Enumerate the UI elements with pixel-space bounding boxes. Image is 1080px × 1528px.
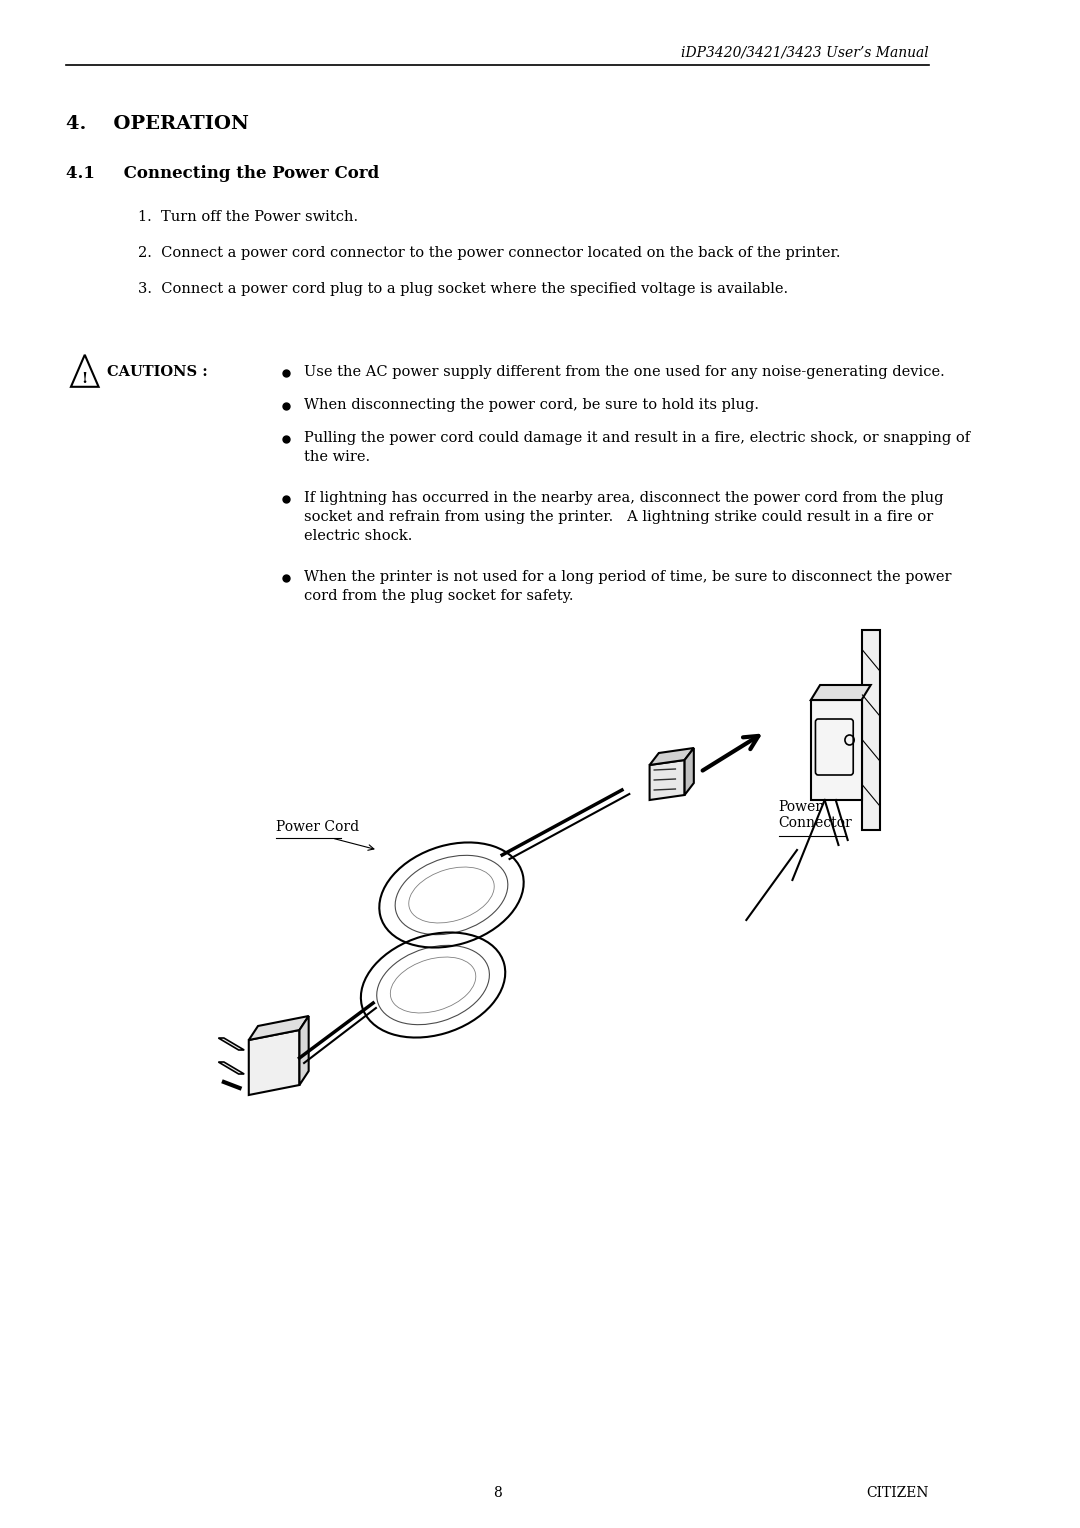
Text: socket and refrain from using the printer.   A lightning strike could result in : socket and refrain from using the printe…: [305, 510, 933, 524]
Text: !: !: [82, 371, 87, 387]
Polygon shape: [649, 749, 693, 766]
Text: 8: 8: [494, 1487, 502, 1500]
Text: 1.  Turn off the Power switch.: 1. Turn off the Power switch.: [138, 209, 359, 225]
Text: CAUTIONS :: CAUTIONS :: [107, 365, 207, 379]
Text: Power
Connector: Power Connector: [779, 801, 852, 830]
Polygon shape: [649, 759, 685, 801]
Text: Use the AC power supply different from the one used for any noise-generating dev: Use the AC power supply different from t…: [305, 365, 945, 379]
Polygon shape: [218, 1038, 244, 1050]
Text: 3.  Connect a power cord plug to a plug socket where the specified voltage is av: 3. Connect a power cord plug to a plug s…: [138, 283, 788, 296]
Text: 2.  Connect a power cord connector to the power connector located on the back of: 2. Connect a power cord connector to the…: [138, 246, 840, 260]
Text: When disconnecting the power cord, be sure to hold its plug.: When disconnecting the power cord, be su…: [305, 397, 759, 413]
Polygon shape: [685, 749, 693, 795]
Polygon shape: [248, 1030, 299, 1096]
Text: Pulling the power cord could damage it and result in a fire, electric shock, or : Pulling the power cord could damage it a…: [305, 431, 970, 445]
Text: If lightning has occurred in the nearby area, disconnect the power cord from the: If lightning has occurred in the nearby …: [305, 490, 944, 504]
Polygon shape: [248, 1016, 309, 1041]
Text: the wire.: the wire.: [305, 451, 370, 465]
Text: When the printer is not used for a long period of time, be sure to disconnect th: When the printer is not used for a long …: [305, 570, 951, 584]
Text: 4.1     Connecting the Power Cord: 4.1 Connecting the Power Cord: [66, 165, 379, 182]
Text: Power Cord: Power Cord: [276, 821, 360, 834]
Text: iDP3420/3421/3423 User’s Manual: iDP3420/3421/3423 User’s Manual: [681, 44, 929, 60]
Text: 4.    OPERATION: 4. OPERATION: [66, 115, 249, 133]
Text: CITIZEN: CITIZEN: [866, 1487, 929, 1500]
Polygon shape: [862, 630, 880, 830]
Polygon shape: [811, 700, 862, 801]
Polygon shape: [299, 1016, 309, 1085]
Text: cord from the plug socket for safety.: cord from the plug socket for safety.: [305, 588, 573, 604]
Polygon shape: [218, 1062, 244, 1074]
Text: electric shock.: electric shock.: [305, 529, 413, 542]
Polygon shape: [811, 685, 870, 700]
